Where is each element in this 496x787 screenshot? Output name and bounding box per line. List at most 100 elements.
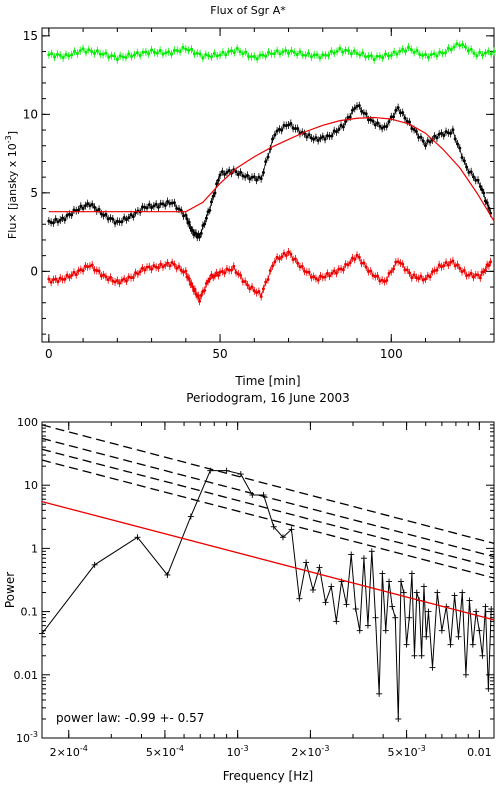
flux-point: [449, 131, 453, 135]
flux-point: [124, 218, 128, 222]
flux-point: [348, 261, 352, 265]
flux-point: [277, 257, 281, 261]
periodogram-title: Periodogram, 16 June 2003: [186, 391, 350, 405]
flux-point: [159, 202, 163, 206]
flux-point: [433, 269, 437, 273]
flux-point: [312, 53, 316, 57]
flux-point: [131, 215, 135, 219]
flux-point: [93, 268, 97, 272]
flux-point: [344, 262, 348, 266]
flux-point: [337, 128, 341, 132]
flux-model-line: [48, 116, 495, 222]
flux-point: [261, 171, 265, 175]
flux-point: [161, 265, 165, 269]
flux-point: [257, 290, 261, 294]
periodogram-chart: Periodogram, 16 June 2003 2×10-4 5×10-4 10…: [3, 391, 495, 783]
flux-point: [412, 128, 416, 132]
flux-point: [118, 54, 122, 58]
flux-point: [449, 48, 453, 52]
flux-point: [102, 213, 106, 217]
flux-point: [362, 261, 366, 265]
flux-point: [478, 50, 482, 54]
flux-point: [437, 263, 441, 267]
periodogram-xtick-label: 5×10-4: [146, 744, 184, 759]
flux-point: [380, 278, 384, 282]
flux-point: [99, 212, 103, 216]
flux-point: [366, 54, 370, 58]
flux-point: [65, 273, 69, 277]
flux-point: [223, 271, 227, 275]
flux-point: [449, 260, 453, 264]
flux-point: [79, 204, 83, 208]
flux-point: [206, 279, 210, 283]
flux-point: [198, 299, 202, 303]
flux-point: [335, 49, 339, 53]
flux-point: [78, 49, 82, 53]
flux-point: [184, 269, 188, 273]
flux-point: [178, 50, 182, 54]
flux-point: [378, 124, 382, 128]
flux-point: [172, 48, 176, 52]
flux-point: [421, 53, 425, 57]
flux-point: [50, 52, 54, 56]
flux-point: [51, 278, 55, 282]
flux-point: [304, 53, 308, 57]
flux-point: [314, 136, 318, 140]
periodogram-xtick-label: 10-3: [227, 744, 249, 759]
flux-point: [369, 269, 373, 273]
flux-point: [467, 170, 471, 174]
flux-point: [408, 120, 412, 124]
flux-point: [190, 47, 194, 51]
flux-point: [210, 200, 213, 204]
flux-point: [323, 137, 327, 141]
flux-point: [216, 178, 220, 182]
flux-point: [239, 273, 243, 277]
flux-point: [412, 273, 416, 277]
flux-point: [74, 273, 78, 277]
flux-point: [352, 49, 356, 53]
flux-series-trace: [48, 105, 491, 239]
flux-point: [81, 207, 85, 211]
flux-point: [177, 207, 181, 211]
flux-point: [67, 275, 71, 279]
flux-xtick-label: 50: [212, 347, 227, 361]
flux-point: [389, 115, 393, 119]
flux-point: [460, 270, 464, 274]
flux-point: [305, 270, 309, 274]
flux-point: [373, 123, 377, 127]
flux-point: [215, 54, 219, 58]
flux-point: [401, 262, 405, 266]
flux-point: [95, 49, 99, 53]
flux-point: [426, 139, 430, 143]
flux-ytick-label: 0: [30, 264, 38, 278]
flux-point: [353, 106, 357, 110]
flux-point: [438, 50, 442, 54]
flux-point: [143, 205, 147, 209]
flux-point: [458, 44, 462, 48]
flux-point: [156, 266, 160, 270]
flux-point: [289, 49, 293, 53]
flux-point: [474, 178, 478, 182]
flux-point: [328, 274, 332, 278]
flux-point: [232, 51, 236, 55]
flux-point: [204, 282, 208, 286]
flux-point: [307, 51, 311, 55]
flux-point: [271, 137, 275, 141]
flux-point: [81, 47, 85, 51]
flux-chart: Flux of Sgr A* 0 50 100 0 5 10 15 Time [min] F…: [4, 4, 496, 388]
flux-point: [192, 52, 196, 56]
flux-point: [88, 264, 92, 268]
flux-point: [212, 51, 216, 55]
flux-point: [357, 104, 361, 108]
flux-point: [318, 56, 322, 60]
flux-point: [378, 54, 382, 58]
flux-point: [269, 52, 273, 56]
flux-point: [115, 279, 119, 283]
flux-point: [90, 263, 94, 267]
flux-point: [307, 270, 311, 274]
flux-point: [392, 267, 396, 271]
flux-point: [229, 49, 233, 53]
flux-point: [83, 204, 87, 208]
flux-xaxis-label: Time [min]: [234, 374, 300, 388]
flux-point: [303, 269, 307, 273]
